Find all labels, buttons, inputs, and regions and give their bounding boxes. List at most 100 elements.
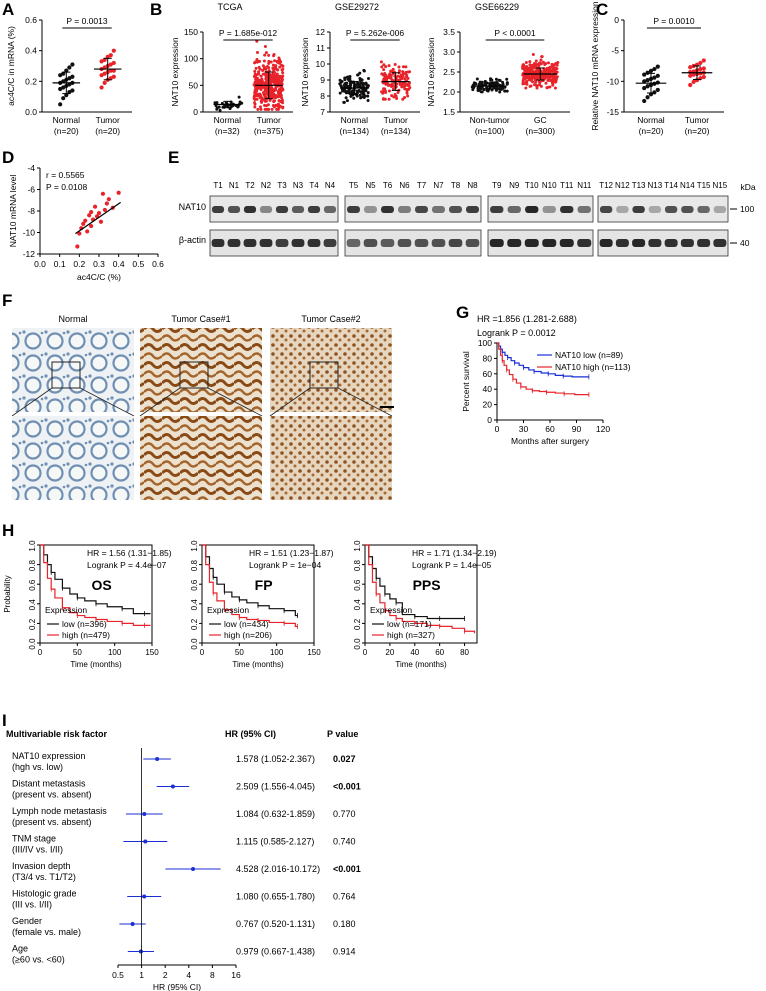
- data-point: [527, 69, 531, 73]
- data-point: [393, 63, 397, 67]
- data-point: [217, 105, 221, 109]
- y-tick-label: -8: [27, 206, 35, 216]
- data-point: [261, 64, 265, 68]
- forest-header-hr: HR (95% CI): [225, 729, 276, 739]
- x-category-n: (n=375): [254, 126, 284, 136]
- lane-label: T10: [525, 181, 539, 190]
- y-tick-label: 0: [487, 415, 492, 425]
- data-point: [102, 207, 107, 213]
- data-point: [501, 80, 505, 84]
- ihc-title: Tumor Case#2: [301, 314, 360, 324]
- data-point: [361, 83, 365, 87]
- x-category-label: Normal: [53, 115, 81, 125]
- x-category-label: Normal: [341, 115, 369, 125]
- forest-factor: Invasion depth: [12, 861, 71, 871]
- data-point: [401, 97, 405, 101]
- logrank-text: Logrank P = 0.0012: [477, 328, 556, 338]
- data-point: [267, 107, 271, 111]
- forest-hr-text: 1.578 (1.052-2.367): [236, 754, 315, 764]
- x-category-label: Tumor: [257, 115, 281, 125]
- data-point: [688, 82, 693, 88]
- data-point: [494, 77, 498, 81]
- data-point: [655, 87, 660, 93]
- actin-band: [323, 239, 337, 247]
- p-value-text: P = 0.0010: [653, 16, 694, 26]
- x-tick-label: 50: [73, 648, 82, 657]
- data-point: [387, 64, 391, 68]
- lane-label: T8: [451, 181, 461, 190]
- data-point: [642, 72, 647, 77]
- data-point: [269, 60, 273, 64]
- lane-label: N6: [399, 181, 410, 190]
- data-point: [100, 191, 106, 196]
- zoom-box: [51, 361, 81, 389]
- data-point: [522, 77, 526, 81]
- data-point: [277, 89, 281, 93]
- lane-label: N11: [577, 181, 592, 190]
- data-point: [652, 75, 657, 80]
- forest-factor: TNM stage: [12, 834, 56, 844]
- data-point: [535, 62, 539, 66]
- data-point: [486, 89, 490, 93]
- nat10-band: [616, 206, 629, 213]
- ihc-title: Tumor Case#1: [171, 314, 230, 324]
- data-point: [67, 65, 72, 70]
- p-value-text: P = 0.0108: [46, 182, 87, 192]
- data-point: [278, 81, 282, 85]
- y-tick-label: 100: [184, 54, 198, 64]
- y-tick-label: -10: [23, 228, 36, 238]
- hr-point: [170, 784, 175, 789]
- data-point: [382, 97, 386, 101]
- nat10-band: [211, 206, 225, 213]
- blot-label-nat10: NAT10: [179, 202, 206, 212]
- data-point: [362, 96, 366, 100]
- data-point: [554, 67, 558, 71]
- data-point: [355, 94, 359, 98]
- data-point: [534, 80, 538, 84]
- x-category-n: (n=20): [685, 126, 710, 136]
- data-point: [405, 87, 409, 91]
- data-point: [382, 87, 386, 91]
- data-point: [396, 74, 400, 78]
- data-point: [70, 62, 75, 67]
- forest-p: 0.914: [333, 947, 356, 957]
- y-tick-label: -15: [607, 107, 620, 117]
- actin-band: [664, 239, 678, 247]
- data-point: [260, 80, 264, 84]
- y-tick-label: 1.0: [28, 540, 37, 552]
- forest-factor-sub: (≥60 vs. <60): [12, 955, 65, 965]
- data-point: [648, 68, 654, 74]
- curve-label: FP: [255, 577, 273, 593]
- plot-frame: [364, 544, 478, 644]
- kda-label: kDa: [740, 182, 755, 192]
- lane-label: N5: [365, 181, 376, 190]
- x-category-n: (n=300): [526, 126, 556, 136]
- y-tick-label: 7: [320, 107, 325, 117]
- forest-factor: Age: [12, 944, 28, 954]
- nat10-band: [542, 206, 556, 213]
- x-category-label: Tumor: [685, 115, 709, 125]
- legend-entry: low (n=171): [387, 619, 432, 629]
- y-tick-label: 80: [483, 353, 493, 363]
- data-point: [106, 197, 111, 202]
- data-point: [252, 95, 256, 99]
- data-point: [544, 81, 548, 85]
- logrank-text: Logrank P = 1.4e−05: [412, 560, 492, 570]
- y-axis-label: Relative NAT10 mRNA expression: [590, 1, 600, 131]
- y-tick-label: 12: [316, 27, 326, 37]
- data-point: [523, 74, 527, 78]
- data-point: [253, 91, 257, 95]
- forest-hr-text: 1.115 (0.585-2.127): [236, 837, 314, 847]
- data-point: [645, 95, 650, 100]
- x-tick-label: 40: [410, 648, 419, 657]
- actin-band: [577, 239, 592, 247]
- ihc-panel-f: Normal Tumor Case#1 Tumor Case#2: [11, 314, 394, 500]
- x-category-label: Normal: [637, 115, 665, 125]
- panel-label-e: E: [168, 148, 179, 167]
- data-point: [344, 91, 348, 95]
- nat10-band: [275, 206, 289, 213]
- data-point: [339, 84, 343, 88]
- actin-band: [542, 239, 557, 247]
- data-point: [642, 79, 647, 84]
- actin-band: [559, 239, 574, 247]
